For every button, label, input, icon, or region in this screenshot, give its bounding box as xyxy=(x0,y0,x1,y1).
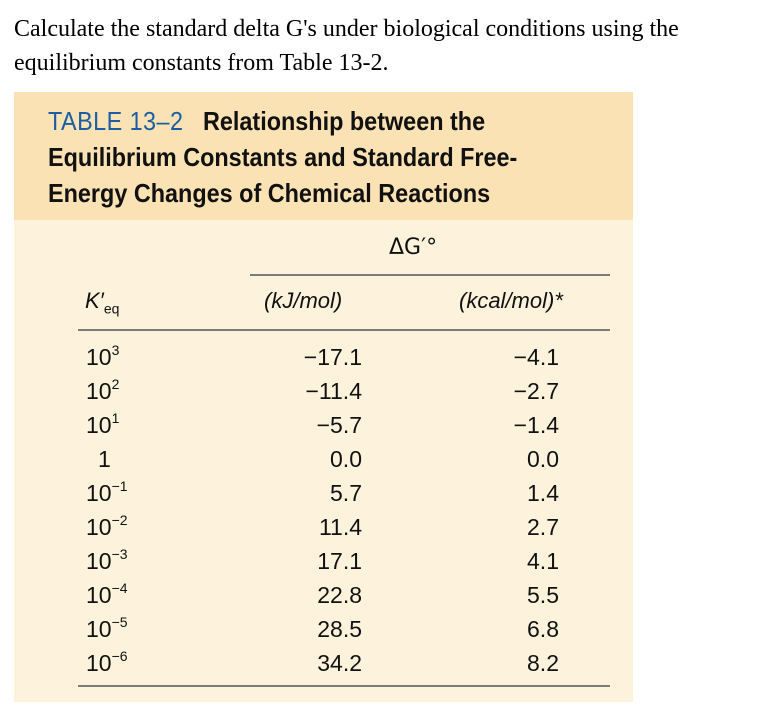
keq-subscript: eq xyxy=(103,300,120,317)
keq-exponent: −6 xyxy=(111,648,128,664)
table-title: TABLE 13–2 Relationship between the Equi… xyxy=(48,103,570,211)
keq-cell: 10−3 xyxy=(86,544,128,578)
keq-exponent: 2 xyxy=(111,376,120,392)
keq-base: 10 xyxy=(86,650,112,676)
keq-cell: 10−2 xyxy=(86,510,128,544)
keq-base: 10 xyxy=(86,548,112,574)
kj-cell: 0.0 xyxy=(330,446,362,472)
table-body: 103 −17.1 −4.1 102 −11.4 −2.7 101 −5.7 −1.4 1 0.0 0… xyxy=(14,340,633,680)
column-header-keq: K′eq xyxy=(85,288,119,316)
keq-base: 1 xyxy=(98,446,111,472)
data-table: TABLE 13–2 Relationship between the Equi… xyxy=(14,92,633,702)
keq-cell: 1 xyxy=(98,442,111,476)
keq-label: K′ xyxy=(85,288,104,313)
kcal-cell: −1.4 xyxy=(513,412,559,438)
keq-cell: 101 xyxy=(86,408,119,442)
table-row: 1 0.0 0.0 xyxy=(14,442,633,476)
table-row: 10−6 34.2 8.2 xyxy=(14,646,633,680)
kj-cell: −5.7 xyxy=(316,412,362,438)
keq-cell: 10−4 xyxy=(86,578,128,612)
table-header: TABLE 13–2 Relationship between the Equi… xyxy=(14,92,633,220)
keq-exponent: −5 xyxy=(111,614,128,630)
kcal-cell: 1.4 xyxy=(527,480,559,506)
table-row: 101 −5.7 −1.4 xyxy=(14,408,633,442)
keq-base: 10 xyxy=(86,344,112,370)
column-header-kj: (kJ/mol) xyxy=(264,288,343,313)
kj-cell: 5.7 xyxy=(330,480,362,506)
table-row: 10−5 28.5 6.8 xyxy=(14,612,633,646)
kj-cell: −11.4 xyxy=(305,378,363,404)
kj-cell: 11.4 xyxy=(318,514,362,540)
kj-cell: 22.8 xyxy=(317,582,362,608)
keq-cell: 10−5 xyxy=(86,612,128,646)
keq-exponent: −3 xyxy=(111,546,128,562)
table-number: TABLE 13–2 xyxy=(48,106,184,136)
keq-cell: 10−6 xyxy=(86,646,128,680)
keq-base: 10 xyxy=(86,378,112,404)
table-bottom-rule xyxy=(78,685,610,687)
question-text: Calculate the standard delta G's under b… xyxy=(14,16,679,76)
keq-base: 10 xyxy=(86,480,112,506)
kj-cell: −17.1 xyxy=(303,344,362,370)
keq-base: 10 xyxy=(86,616,112,642)
kcal-cell: 4.1 xyxy=(527,548,559,574)
table-caption: Relationship between the Equilibrium Con… xyxy=(48,106,518,208)
keq-cell: 10−1 xyxy=(86,476,128,510)
kcal-cell: 6.8 xyxy=(527,616,559,642)
header-rule xyxy=(250,274,610,276)
table-row: 102 −11.4 −2.7 xyxy=(14,374,633,408)
kcal-cell: 2.7 xyxy=(527,514,559,540)
keq-cell: 103 xyxy=(86,340,119,374)
column-header-rule xyxy=(78,329,610,331)
delta-g-header: ΔG′° xyxy=(389,235,438,260)
table-row: 10−2 11.4 2.7 xyxy=(14,510,633,544)
keq-base: 10 xyxy=(86,514,112,540)
kcal-cell: −4.1 xyxy=(513,344,559,370)
kj-cell: 34.2 xyxy=(317,650,362,676)
kcal-cell: 8.2 xyxy=(527,650,559,676)
table-row: 10−4 22.8 5.5 xyxy=(14,578,633,612)
keq-exponent: −2 xyxy=(111,512,128,528)
kcal-cell: 5.5 xyxy=(527,582,559,608)
keq-exponent: −1 xyxy=(111,478,128,494)
table-row: 10−3 17.1 4.1 xyxy=(14,544,633,578)
keq-base: 10 xyxy=(86,582,112,608)
table-row: 103 −17.1 −4.1 xyxy=(14,340,633,374)
column-header-kcal: (kcal/mol)* xyxy=(459,288,563,313)
kcal-cell: −2.7 xyxy=(513,378,559,404)
keq-exponent: 1 xyxy=(111,410,120,426)
kj-cell: 17.1 xyxy=(317,548,362,574)
keq-cell: 102 xyxy=(86,374,119,408)
kj-cell: 28.5 xyxy=(317,616,362,642)
keq-base: 10 xyxy=(86,412,112,438)
kcal-cell: 0.0 xyxy=(527,446,559,472)
table-row: 10−1 5.7 1.4 xyxy=(14,476,633,510)
keq-exponent: 3 xyxy=(111,342,120,358)
keq-exponent: −4 xyxy=(111,580,128,596)
